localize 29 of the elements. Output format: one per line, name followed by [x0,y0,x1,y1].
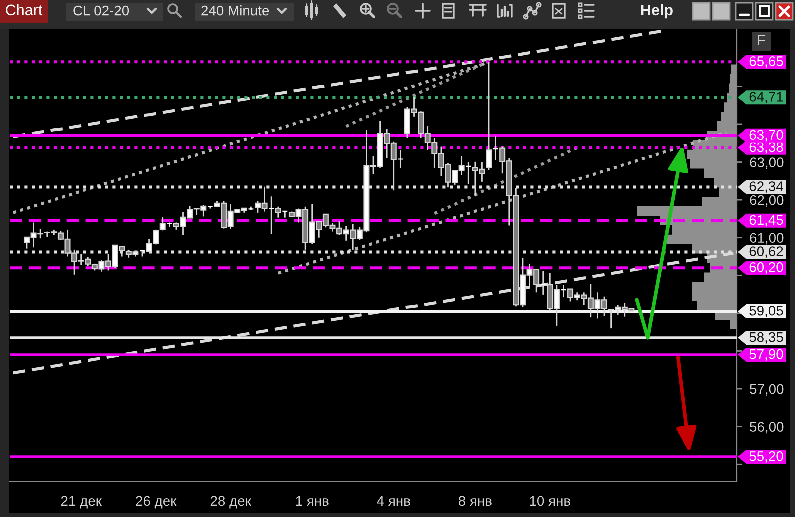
x-tick-label: 26 дек [136,496,177,509]
x-tick-label: 10 янв [530,496,570,506]
x-tick-label: 4 янв [377,496,410,506]
text: F [758,34,766,46]
text: Help [641,4,673,19]
ref-line-label: 64,71 [750,92,784,104]
ref-line-label: 63,38 [750,142,784,154]
ref-line-label: 60,20 [750,262,784,274]
chart-subtitle: 240 Minute [202,6,270,16]
ref-line-label: 63,70 [750,130,784,142]
ref-line-label: 58,35 [750,332,784,344]
ref-line-label: 62,34 [750,182,784,194]
ref-line-label: 65,65 [750,56,784,68]
y-tick-label: 63,00 [750,158,784,170]
x-tick-label: 8 янв [458,496,492,506]
y-tick-label: 61,00 [750,233,784,245]
chart-title: CL 02-20 [74,6,130,16]
ref-line-label: 57,90 [750,349,784,361]
text: Chart [6,4,43,16]
y-tick-label: 56,00 [750,422,784,434]
ref-line-label: 59,05 [750,306,784,318]
y-tick-label: 62,00 [750,195,784,207]
x-tick-label: 28 дек [210,496,252,509]
x-tick-label: 21 дек [61,496,102,509]
y-tick-label: 57,00 [750,384,784,396]
ref-line-label: 61,45 [750,215,784,227]
x-tick-label: 1 янв [296,496,329,506]
ref-line-label: 60,62 [750,246,784,258]
ref-line-label: 55,20 [750,451,784,463]
